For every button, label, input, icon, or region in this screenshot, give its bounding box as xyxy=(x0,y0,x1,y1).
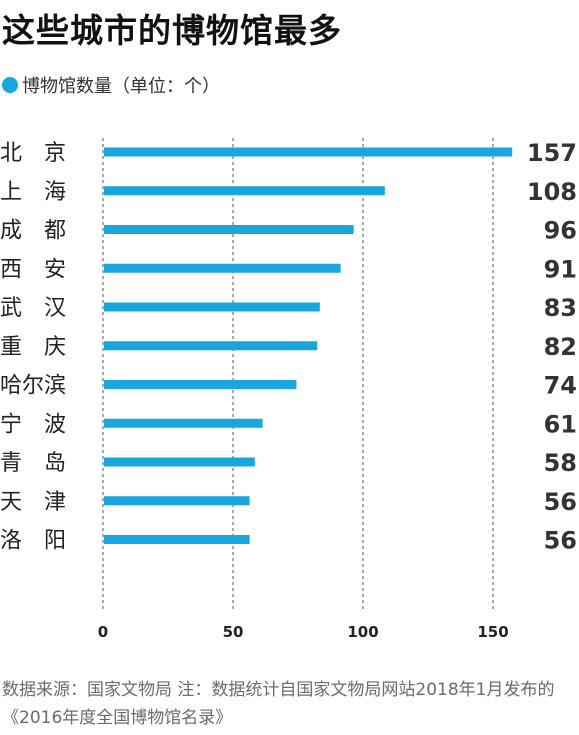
category-label: 天 津 xyxy=(0,490,66,515)
category-label: 北 京 xyxy=(0,141,66,166)
category-label: 重 庆 xyxy=(0,335,66,360)
data-label: 82 xyxy=(544,333,577,361)
bar xyxy=(104,380,297,389)
category-label: 武 汉 xyxy=(0,296,66,321)
category-label: 上 海 xyxy=(0,180,66,205)
category-label: 成 都 xyxy=(0,219,66,244)
x-tick-label: 50 xyxy=(223,623,244,641)
data-label: 91 xyxy=(544,255,577,283)
x-tick-label: 150 xyxy=(477,623,508,641)
data-label: 58 xyxy=(544,449,577,477)
legend-label: 博物馆数量（单位：个） xyxy=(22,76,220,97)
bar xyxy=(104,457,255,467)
data-label: 157 xyxy=(527,139,577,167)
bar xyxy=(104,302,320,312)
data-label: 61 xyxy=(544,410,577,438)
data-label: 56 xyxy=(544,488,577,516)
data-label: 56 xyxy=(544,527,577,555)
bar-chart: 0 50 100 150 北 京 157 上 海 108 成 都 96 西 安 91 武 汉 83 重 庆 8… xyxy=(0,138,577,641)
category-label: 青 岛 xyxy=(0,451,66,476)
data-label: 108 xyxy=(527,178,577,206)
category-label: 哈尔滨 xyxy=(0,374,66,399)
legend-swatch xyxy=(2,77,18,93)
bar xyxy=(104,341,318,351)
x-tick-label: 100 xyxy=(347,623,378,641)
data-label: 96 xyxy=(544,217,577,245)
bar xyxy=(104,496,250,506)
data-label: 74 xyxy=(544,372,577,400)
bar xyxy=(104,186,385,196)
legend: 博物馆数量（单位：个） xyxy=(2,72,220,98)
bar xyxy=(104,225,354,234)
category-label: 宁 波 xyxy=(0,412,66,437)
chart-title: 这些城市的博物馆最多 xyxy=(2,11,342,50)
x-tick-label: 0 xyxy=(98,623,108,641)
category-label: 西 安 xyxy=(0,257,66,282)
data-label: 83 xyxy=(544,294,577,322)
source-note: 数据来源：国家文物局 注：数据统计自国家文物局网站2018年1月发布的《2016… xyxy=(2,680,555,728)
bar xyxy=(104,147,513,157)
bar xyxy=(104,418,263,428)
category-label: 洛 阳 xyxy=(0,529,66,554)
bar xyxy=(104,535,250,544)
bar xyxy=(104,263,341,273)
